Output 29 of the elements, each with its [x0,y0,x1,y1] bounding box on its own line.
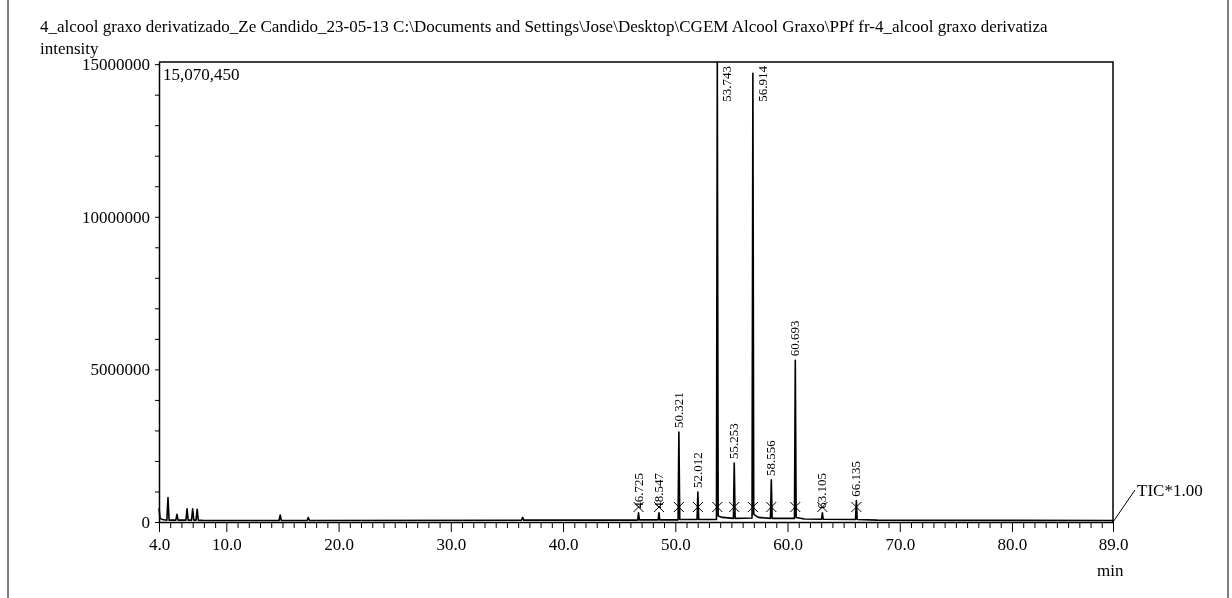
x-tick-label: 40.0 [548,534,579,554]
annotation: 66.135 [848,460,864,497]
annotation: 56.914 [754,65,770,102]
x-tick-label: 4.0 [148,534,171,554]
annotation: 60.693 [787,320,803,357]
annotation: 63.105 [814,473,830,509]
y-tick-label: 0 [141,512,150,532]
y-tick-label: 5000000 [90,360,150,380]
annotation: 53.743 [719,66,735,102]
annotation: 15,070,450 [163,65,240,84]
x-tick-label: 60.0 [773,534,803,554]
x-tick-label: 20.0 [324,534,354,554]
x-tick-label: 50.0 [660,534,691,554]
x-tick-label: 30.0 [436,534,467,554]
y-axis-title: intensity [40,39,100,58]
x-tick-label: 89.0 [1098,534,1129,554]
annotation: 52.012 [689,452,705,489]
x-tick-label: 70.0 [885,534,916,554]
annotation: 58.556 [763,439,779,476]
annotation: 46.725 [630,473,646,509]
chart-title: 4_alcool graxo derivatizado_Ze Candido_23-05-13 C:\Documents and Settings\Jose\Desktop\CGEM Alcool Graxo\PPf fr-4_alcool graxo derivatiza [40,17,1049,36]
annotation: 48.547 [650,472,666,509]
y-tick-label: 10000000 [82,207,150,227]
text: TIC*1.00 [1137,481,1203,500]
x-axis-title: min [1097,561,1124,580]
x-tick-label: 80.0 [997,534,1028,554]
annotation: 50.321 [670,392,686,428]
x-tick-label: 10.0 [211,534,242,554]
annotation: 55.253 [726,423,742,460]
